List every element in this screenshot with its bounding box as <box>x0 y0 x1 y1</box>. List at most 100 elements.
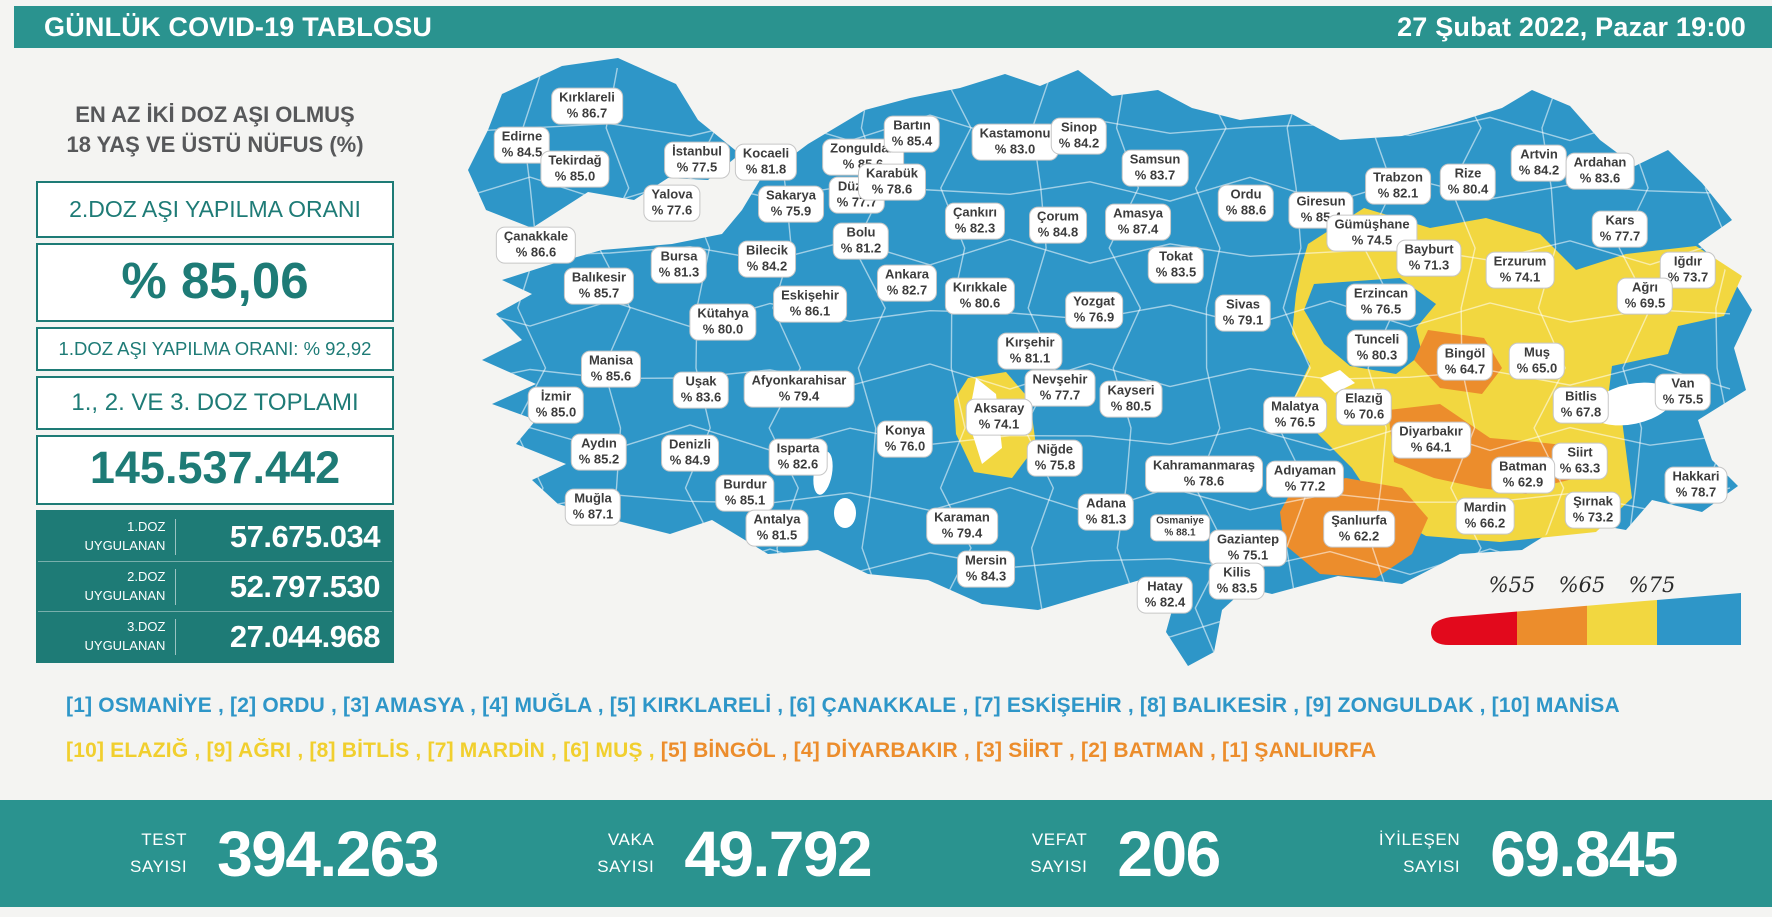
vaccination-stats-panel: EN AZ İKİ DOZ AŞI OLMUŞ 18 YAŞ VE ÜSTÜ N… <box>36 100 394 664</box>
province-label: Ağrı% 69.5 <box>1616 277 1674 315</box>
stat-iyilesen: İYİLEŞEN SAYISI 69.845 <box>1378 817 1679 891</box>
lake-beysehir <box>834 498 856 528</box>
province-label: Ardahan% 83.6 <box>1565 152 1635 190</box>
province-label: Osmaniye% 88.1 <box>1150 514 1210 542</box>
province-label: Karabük% 78.6 <box>857 163 927 201</box>
panel-heading: EN AZ İKİ DOZ AŞI OLMUŞ 18 YAŞ VE ÜSTÜ N… <box>36 100 394 159</box>
province-label: Kahramanmaraş% 78.6 <box>1145 455 1263 493</box>
dose3-value: 27.044.968 <box>229 618 381 654</box>
stat-test: TEST SAYISI 394.263 <box>130 817 439 891</box>
province-label: Diyarbakır% 64.1 <box>1391 421 1471 459</box>
province-label: Bursa% 81.3 <box>650 246 708 284</box>
province-label: Tunceli% 80.3 <box>1346 329 1408 367</box>
province-label: Malatya% 76.5 <box>1263 396 1327 434</box>
panel-heading-line1: EN AZ İKİ DOZ AŞI OLMUŞ <box>75 102 355 127</box>
panel-heading-line2: 18 YAŞ VE ÜSTÜ NÜFUS (%) <box>66 131 364 157</box>
stat-vaka: VAKA SAYISI 49.792 <box>597 817 872 891</box>
province-label: Amasya% 87.4 <box>1105 203 1171 241</box>
province-label: Eskişehir% 86.1 <box>773 285 847 323</box>
province-label: Niğde% 75.8 <box>1026 439 1084 477</box>
page-title: GÜNLÜK COVID-19 TABLOSU <box>44 11 433 42</box>
recovered-label-line1: İYİLEŞEN <box>1378 830 1461 850</box>
province-label: Bitlis% 67.8 <box>1552 386 1610 424</box>
total-doses-label: 1., 2. VE 3. DOZ TOPLAMI <box>36 376 394 431</box>
header-bar: GÜNLÜK COVID-19 TABLOSU 27 Şubat 2022, P… <box>14 6 1772 48</box>
second-dose-rate-label: 2.DOZ AŞI YAPILMA ORANI <box>36 181 394 239</box>
stat-vefat: VEFAT SAYISI 206 <box>1030 817 1221 891</box>
province-label: Ordu% 88.6 <box>1217 184 1275 222</box>
death-label-line1: VEFAT <box>1031 830 1088 850</box>
legend-label-65: %65 <box>1558 573 1606 597</box>
total-doses-value: 145.537.442 <box>36 435 394 506</box>
province-label: Antalya% 81.5 <box>745 509 809 547</box>
province-label: Şanlıurfa% 62.2 <box>1323 510 1395 548</box>
lowest-provinces-yellow-text: [10] ELAZIĞ , [9] AĞRI , [8] BİTLİS , [7… <box>66 739 661 762</box>
province-label: Yozgat% 76.9 <box>1065 291 1123 329</box>
death-label-line2: SAYISI <box>1030 856 1088 876</box>
province-label: Yalova% 77.6 <box>643 184 701 222</box>
province-label: Batman% 62.9 <box>1491 456 1555 494</box>
province-label: Aksaray% 74.1 <box>965 398 1033 436</box>
legend-wedge <box>1431 593 1741 645</box>
province-label: Trabzon% 82.1 <box>1365 167 1431 205</box>
province-label: Denizli% 84.9 <box>661 434 719 472</box>
lake-keban <box>1320 370 1355 393</box>
province-label: Adıyaman% 77.2 <box>1265 460 1345 498</box>
province-label: Kırklareli% 86.7 <box>551 87 623 125</box>
province-label: Burdur% 85.1 <box>715 474 775 512</box>
dose1-label-line1: 1.DOZ <box>127 519 166 535</box>
province-label: İzmir% 85.0 <box>527 386 585 424</box>
province-label: Sakarya% 75.9 <box>758 185 824 223</box>
lowest-provinces-list: [10] ELAZIĞ , [9] AĞRI , [8] BİTLİS , [7… <box>66 739 1376 763</box>
province-label: Kilis% 83.5 <box>1208 562 1266 600</box>
province-label: Bingöl% 64.7 <box>1436 343 1494 381</box>
test-label-line1: TEST <box>141 830 188 850</box>
second-dose-rate-value: % 85,06 <box>36 243 394 323</box>
province-label: Gaziantep% 75.1 <box>1208 529 1288 567</box>
province-label: Bartın% 85.4 <box>883 115 941 153</box>
province-label: Karaman% 79.4 <box>926 507 998 545</box>
province-label: Tekirdağ% 85.0 <box>540 150 610 188</box>
dose2-label-line1: 2.DOZ <box>127 569 166 585</box>
province-label: Sivas% 79.1 <box>1214 294 1272 332</box>
province-label: Erzincan% 76.5 <box>1345 283 1417 321</box>
province-label: Bayburt% 71.3 <box>1396 239 1462 277</box>
dose-row-2: 2.DOZ UYGULANAN 52.797.530 <box>38 562 392 613</box>
lake-van <box>1590 382 1674 426</box>
province-label: Mardin% 66.2 <box>1455 497 1515 535</box>
dose2-label-line2: UYGULANAN <box>84 587 166 603</box>
province-label: Van% 75.5 <box>1654 373 1712 411</box>
case-count: 49.792 <box>684 817 872 890</box>
province-label: Kastamonu% 83.0 <box>971 123 1059 161</box>
header-date: 27 Şubat 2022, Pazar 19:00 <box>1397 11 1746 42</box>
province-label: Bilecik% 84.2 <box>738 240 796 278</box>
dose-table: 1.DOZ UYGULANAN 57.675.034 2.DOZ UYGULAN… <box>36 510 394 664</box>
province-label: Manisa% 85.6 <box>580 350 642 388</box>
recovered-label-line2: SAYISI <box>1403 856 1461 876</box>
test-count: 394.263 <box>217 817 439 890</box>
province-label: Çorum% 84.8 <box>1029 206 1087 244</box>
province-label: Hakkari% 78.7 <box>1664 466 1728 504</box>
province-label: Samsun% 83.7 <box>1121 149 1189 187</box>
province-label: Kars% 77.7 <box>1591 210 1649 248</box>
province-label: Edirne% 84.5 <box>493 126 551 164</box>
dose3-label-line2: UYGULANAN <box>84 637 166 653</box>
province-label: Afyonkarahisar% 79.4 <box>743 370 855 408</box>
test-label-line2: SAYISI <box>130 856 188 876</box>
province-label: İstanbul% 77.5 <box>664 141 730 179</box>
province-label: Bolu% 81.2 <box>832 222 890 260</box>
province-label: Muş% 65.0 <box>1508 342 1566 380</box>
death-count: 206 <box>1117 817 1221 890</box>
province-label: Aydın% 85.2 <box>570 433 628 471</box>
dose2-value: 52.797.530 <box>229 568 381 604</box>
province-label: Erzurum% 74.1 <box>1485 251 1555 289</box>
dose-row-3: 3.DOZ UYGULANAN 27.044.968 <box>38 612 392 661</box>
province-label: Balıkesir% 85.7 <box>563 267 635 305</box>
province-label: Kütahya% 80.0 <box>689 303 757 341</box>
province-label: Konya% 76.0 <box>876 420 934 458</box>
case-label-line2: SAYISI <box>597 856 655 876</box>
map-legend: %55 %65 %75 <box>1425 573 1755 653</box>
turkey-choropleth-map: Edirne% 84.5 Kırklareli% 86.7 Tekirdağ% 85… <box>440 48 1772 688</box>
province-label: Nevşehir% 77.7 <box>1024 369 1096 407</box>
